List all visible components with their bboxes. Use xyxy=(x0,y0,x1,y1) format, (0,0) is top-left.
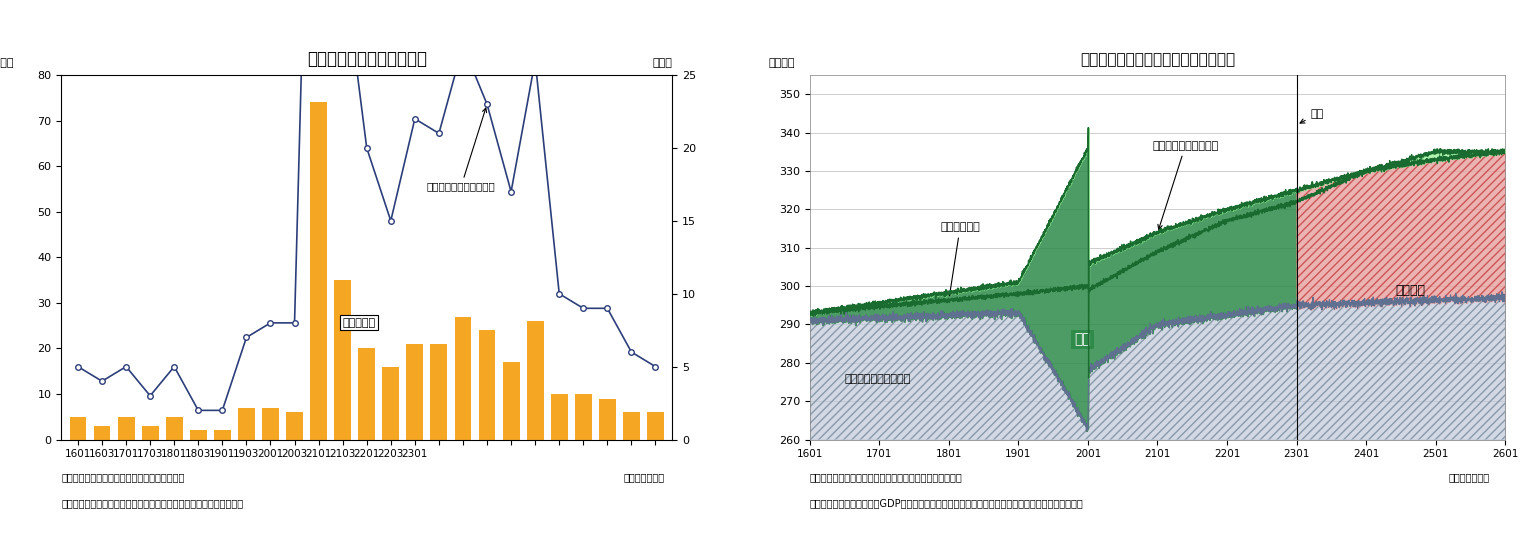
Text: （％）: （％） xyxy=(652,58,672,68)
Bar xyxy=(167,417,183,440)
Bar xyxy=(70,417,87,440)
Bar xyxy=(527,321,544,440)
Text: 予測: 予測 xyxy=(1300,109,1323,123)
Bar xyxy=(478,330,495,440)
Bar xyxy=(335,280,351,440)
Bar xyxy=(189,430,206,440)
Text: （年・四半期）: （年・四半期） xyxy=(623,472,665,482)
Bar xyxy=(646,412,663,440)
Bar xyxy=(550,394,567,440)
Text: （兆円）: （兆円） xyxy=(769,58,795,68)
Text: 家計消費支出（実質）: 家計消費支出（実質） xyxy=(845,374,911,384)
Bar xyxy=(238,408,255,440)
Text: （注）家計・貯蓄額は季節調整済・年率換算値: （注）家計・貯蓄額は季節調整済・年率換算値 xyxy=(61,472,185,482)
Text: （兆円）: （兆円） xyxy=(0,58,14,68)
Bar xyxy=(431,344,448,440)
Text: 物価要因: 物価要因 xyxy=(1395,284,1426,297)
Bar xyxy=(575,394,591,440)
Bar xyxy=(261,408,280,440)
Bar xyxy=(286,412,303,440)
Text: 家計・貯蓄: 家計・貯蓄 xyxy=(342,318,376,327)
Title: 物価高の影響で家計貯蓄は大幅に減少: 物価高の影響で家計貯蓄は大幅に減少 xyxy=(1080,52,1235,67)
Bar xyxy=(382,367,399,440)
Text: （資料）「家計可処分所得・家計貯蓄率四半期別速報（参考系列）」: （資料）「家計可処分所得・家計貯蓄率四半期別速報（参考系列）」 xyxy=(61,498,243,509)
Text: 家計消費支出（名目）: 家計消費支出（名目） xyxy=(1152,140,1218,229)
Bar xyxy=(214,430,231,440)
Bar xyxy=(406,344,423,440)
Bar xyxy=(142,426,159,440)
Text: 貯蓄: 貯蓄 xyxy=(1074,333,1091,347)
Bar xyxy=(454,316,472,440)
Bar xyxy=(310,102,327,440)
Text: （年・四半期）: （年・四半期） xyxy=(1449,472,1490,482)
Text: （資料）内閣府「四半期別GDP速報」、「家計可処分所得・家計貯蓄率四半期別速報（参考系列）」: （資料）内閣府「四半期別GDP速報」、「家計可処分所得・家計貯蓄率四半期別速報（… xyxy=(810,498,1083,509)
Bar xyxy=(118,417,134,440)
Text: 可処分所得等: 可処分所得等 xyxy=(940,222,979,295)
Bar xyxy=(503,362,520,440)
Bar xyxy=(93,426,110,440)
Bar xyxy=(358,348,376,440)
Text: 家計・貯蓄率（右目盛）: 家計・貯蓄率（右目盛） xyxy=(426,108,495,191)
Title: 家計貯蓄額、貯蓄率の推移: 家計貯蓄額、貯蓄率の推移 xyxy=(307,50,426,68)
Text: （注）可処分所得等＝可処分所得＋年金受給権の変動調整: （注）可処分所得等＝可処分所得＋年金受給権の変動調整 xyxy=(810,472,963,482)
Bar xyxy=(623,412,640,440)
Bar xyxy=(599,399,616,440)
